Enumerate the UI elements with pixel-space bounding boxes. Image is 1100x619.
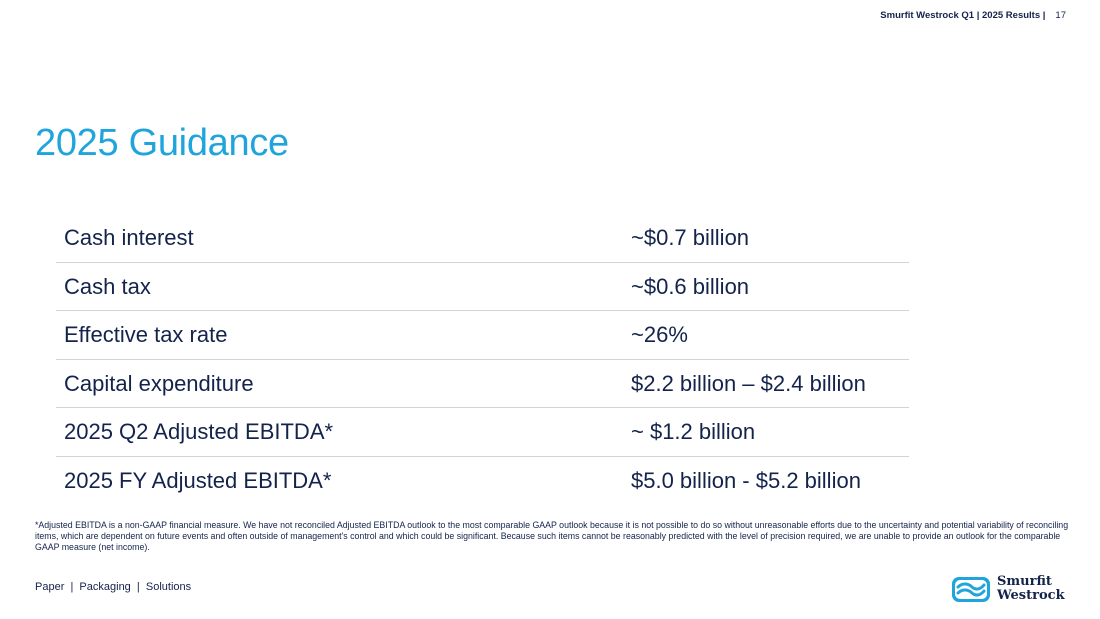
guidance-value: $2.2 billion – $2.4 billion	[631, 370, 866, 396]
guidance-value: ~$0.6 billion	[631, 273, 750, 299]
header-brand: Smurfit Westrock Q1 | 2025 Results |	[880, 10, 1046, 21]
guidance-row-cash-tax: Cash tax ~$0.6 billion	[56, 263, 909, 311]
guidance-row-effective-tax-rate: Effective tax rate ~26%	[56, 311, 909, 360]
guidance-row-fy-adjusted-ebitda: 2025 FY Adjusted EBITDA* $5.0 billion - …	[56, 457, 909, 505]
logo-line-1: Smurfit	[997, 574, 1052, 589]
guidance-value: ~26%	[631, 322, 688, 347]
footer-tagline: Paper | Packaging | Solutions	[35, 581, 192, 593]
guidance-row-q2-adjusted-ebitda: 2025 Q2 Adjusted EBITDA* ~ $1.2 billion	[56, 408, 909, 457]
guidance-row-cash-interest: Cash interest ~$0.7 billion	[56, 214, 909, 263]
slide-title: 2025 Guidance	[35, 122, 289, 164]
guidance-value: ~ $1.2 billion	[631, 419, 756, 444]
page-number: 17	[1055, 10, 1066, 21]
guidance-table: Cash interest ~$0.7 billion Cash tax ~$0…	[56, 214, 909, 504]
slide-header: Smurfit Westrock Q1 | 2025 Results | 17	[880, 10, 1066, 21]
guidance-label: 2025 Q2 Adjusted EBITDA*	[64, 419, 334, 444]
guidance-value: ~$0.7 billion	[631, 225, 750, 250]
company-logo: Smurfit Westrock	[951, 575, 1066, 605]
guidance-label: 2025 FY Adjusted EBITDA*	[64, 467, 332, 493]
guidance-label: Capital expenditure	[64, 370, 254, 396]
guidance-label: Effective tax rate	[64, 322, 228, 347]
logo-line-2: Westrock	[997, 588, 1065, 603]
guidance-value: $5.0 billion - $5.2 billion	[631, 467, 861, 493]
guidance-label: Cash interest	[64, 225, 194, 250]
logo-wordmark: Smurfit Westrock	[997, 575, 1065, 603]
footnote: *Adjusted EBITDA is a non-GAAP financial…	[35, 520, 1069, 552]
guidance-row-capital-expenditure: Capital expenditure $2.2 billion – $2.4 …	[56, 360, 909, 408]
smurfit-westrock-logo-icon	[952, 577, 990, 602]
guidance-label: Cash tax	[64, 273, 151, 299]
